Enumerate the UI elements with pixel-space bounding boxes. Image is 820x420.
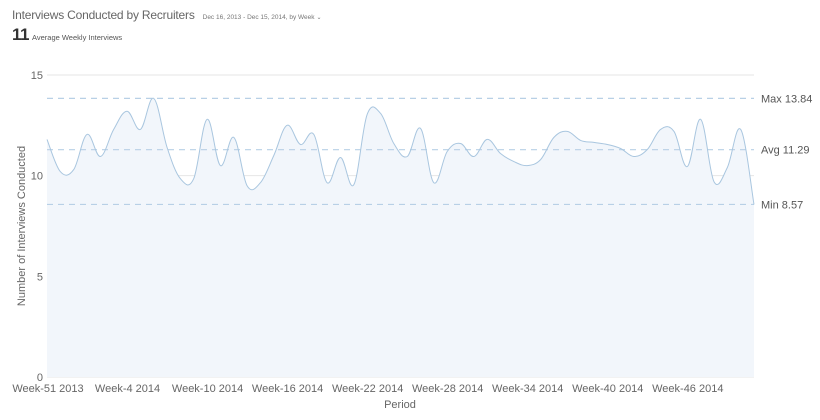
kpi-label: Average Weekly Interviews bbox=[31, 33, 123, 42]
area-fill bbox=[47, 98, 754, 377]
x-tick-label: Week-46 2014 bbox=[652, 383, 723, 395]
kpi-value: 11 bbox=[12, 25, 29, 44]
y-tick-label: 10 bbox=[31, 171, 43, 183]
reference-lines: Max 13.84 Avg 11.29 Min 8.57 bbox=[47, 93, 812, 211]
x-tick-label: Week-22 2014 bbox=[332, 383, 403, 395]
date-range-dropdown[interactable]: Dec 16, 2013 - Dec 15, 2014, by Week ⌄ bbox=[203, 14, 322, 21]
y-axis-title: Number of Interviews Conducted bbox=[16, 146, 28, 306]
y-tick-label: 5 bbox=[37, 271, 43, 283]
x-axis-ticks: Week-51 2013 Week-4 2014 Week-10 2014 Week-… bbox=[12, 383, 723, 395]
chart-title: Interviews Conducted by Recruiters bbox=[12, 8, 195, 22]
x-tick-label: Week-16 2014 bbox=[252, 383, 323, 395]
reference-label-max: Max 13.84 bbox=[761, 93, 812, 105]
x-tick-label: Week-51 2013 bbox=[12, 383, 83, 395]
x-tick-label: Week-34 2014 bbox=[492, 383, 563, 395]
series-line[interactable] bbox=[46, 97, 755, 205]
chevron-down-icon: ⌄ bbox=[316, 15, 322, 21]
y-axis-ticks: 0 5 10 15 bbox=[31, 70, 43, 384]
x-tick-label: Week-10 2014 bbox=[172, 383, 243, 395]
date-range-label: Dec 16, 2013 - Dec 15, 2014, by Week bbox=[202, 14, 315, 21]
x-tick-label: Week-40 2014 bbox=[572, 383, 643, 395]
chart-header: Interviews Conducted by Recruiters Dec 1… bbox=[12, 8, 322, 45]
y-tick-label: 15 bbox=[31, 70, 43, 82]
x-tick-label: Week-4 2014 bbox=[95, 383, 160, 395]
y-tick-label: 0 bbox=[37, 372, 43, 384]
reference-label-avg: Avg 11.29 bbox=[761, 145, 810, 157]
x-axis-title: Period bbox=[384, 399, 416, 411]
x-tick-label: Week-28 2014 bbox=[412, 383, 483, 395]
reference-label-min: Min 8.57 bbox=[761, 199, 803, 211]
